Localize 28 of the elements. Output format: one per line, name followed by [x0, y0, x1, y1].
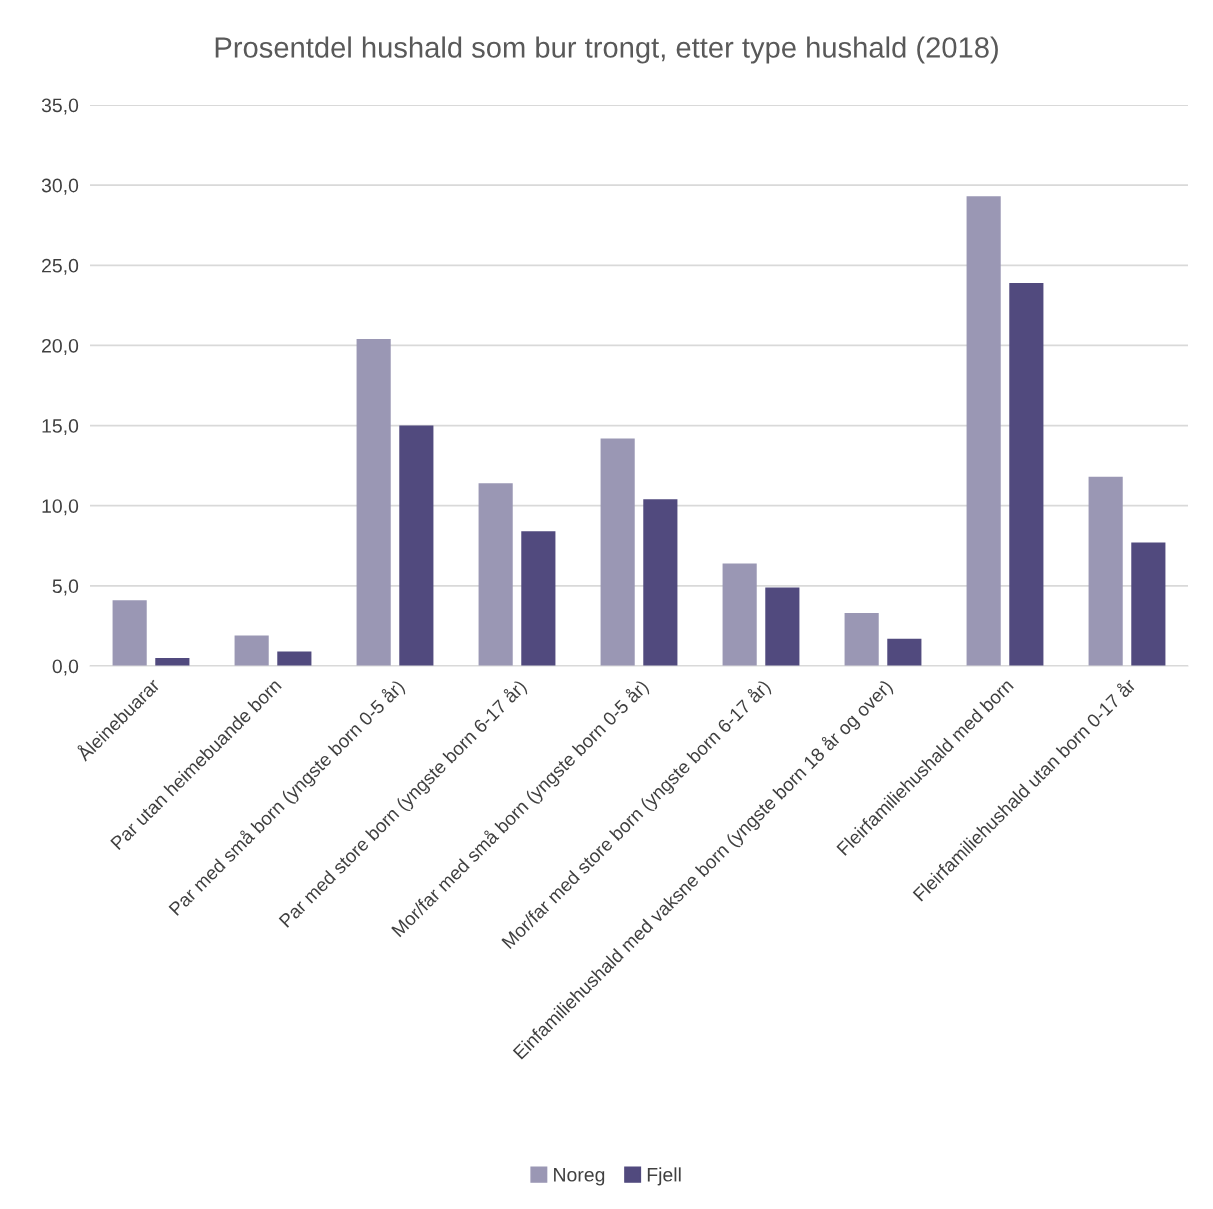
y-tick-label: 0,0 [52, 659, 79, 676]
bar [521, 531, 556, 666]
y-tick-label: 10,0 [42, 499, 79, 516]
legend-label: Noreg [554, 1168, 605, 1186]
chart-title: Prosentdel hushald som bur trongt, etter type hushald (2018) [215, 36, 998, 64]
bar [722, 563, 757, 666]
y-tick-label: 20,0 [42, 338, 79, 355]
bar [1088, 476, 1123, 666]
y-tick-label: 30,0 [41, 178, 79, 195]
y-tick-label: 35,0 [41, 98, 79, 115]
y-tick-label: 15,0 [42, 419, 79, 436]
bar [887, 638, 922, 666]
bar [966, 196, 1001, 666]
bar [765, 587, 800, 666]
y-tick-label: 5,0 [52, 579, 79, 596]
bar [1009, 282, 1044, 666]
bar [600, 438, 635, 666]
bar [1131, 542, 1166, 666]
legend-label: Fjell [647, 1167, 681, 1186]
bar [478, 483, 513, 666]
bar [112, 600, 147, 666]
bar [356, 339, 391, 666]
bar [844, 613, 879, 666]
bar [643, 499, 678, 666]
bar [399, 425, 434, 666]
bar [277, 651, 312, 666]
y-tick-label: 25,0 [42, 258, 79, 275]
bar [234, 635, 269, 666]
